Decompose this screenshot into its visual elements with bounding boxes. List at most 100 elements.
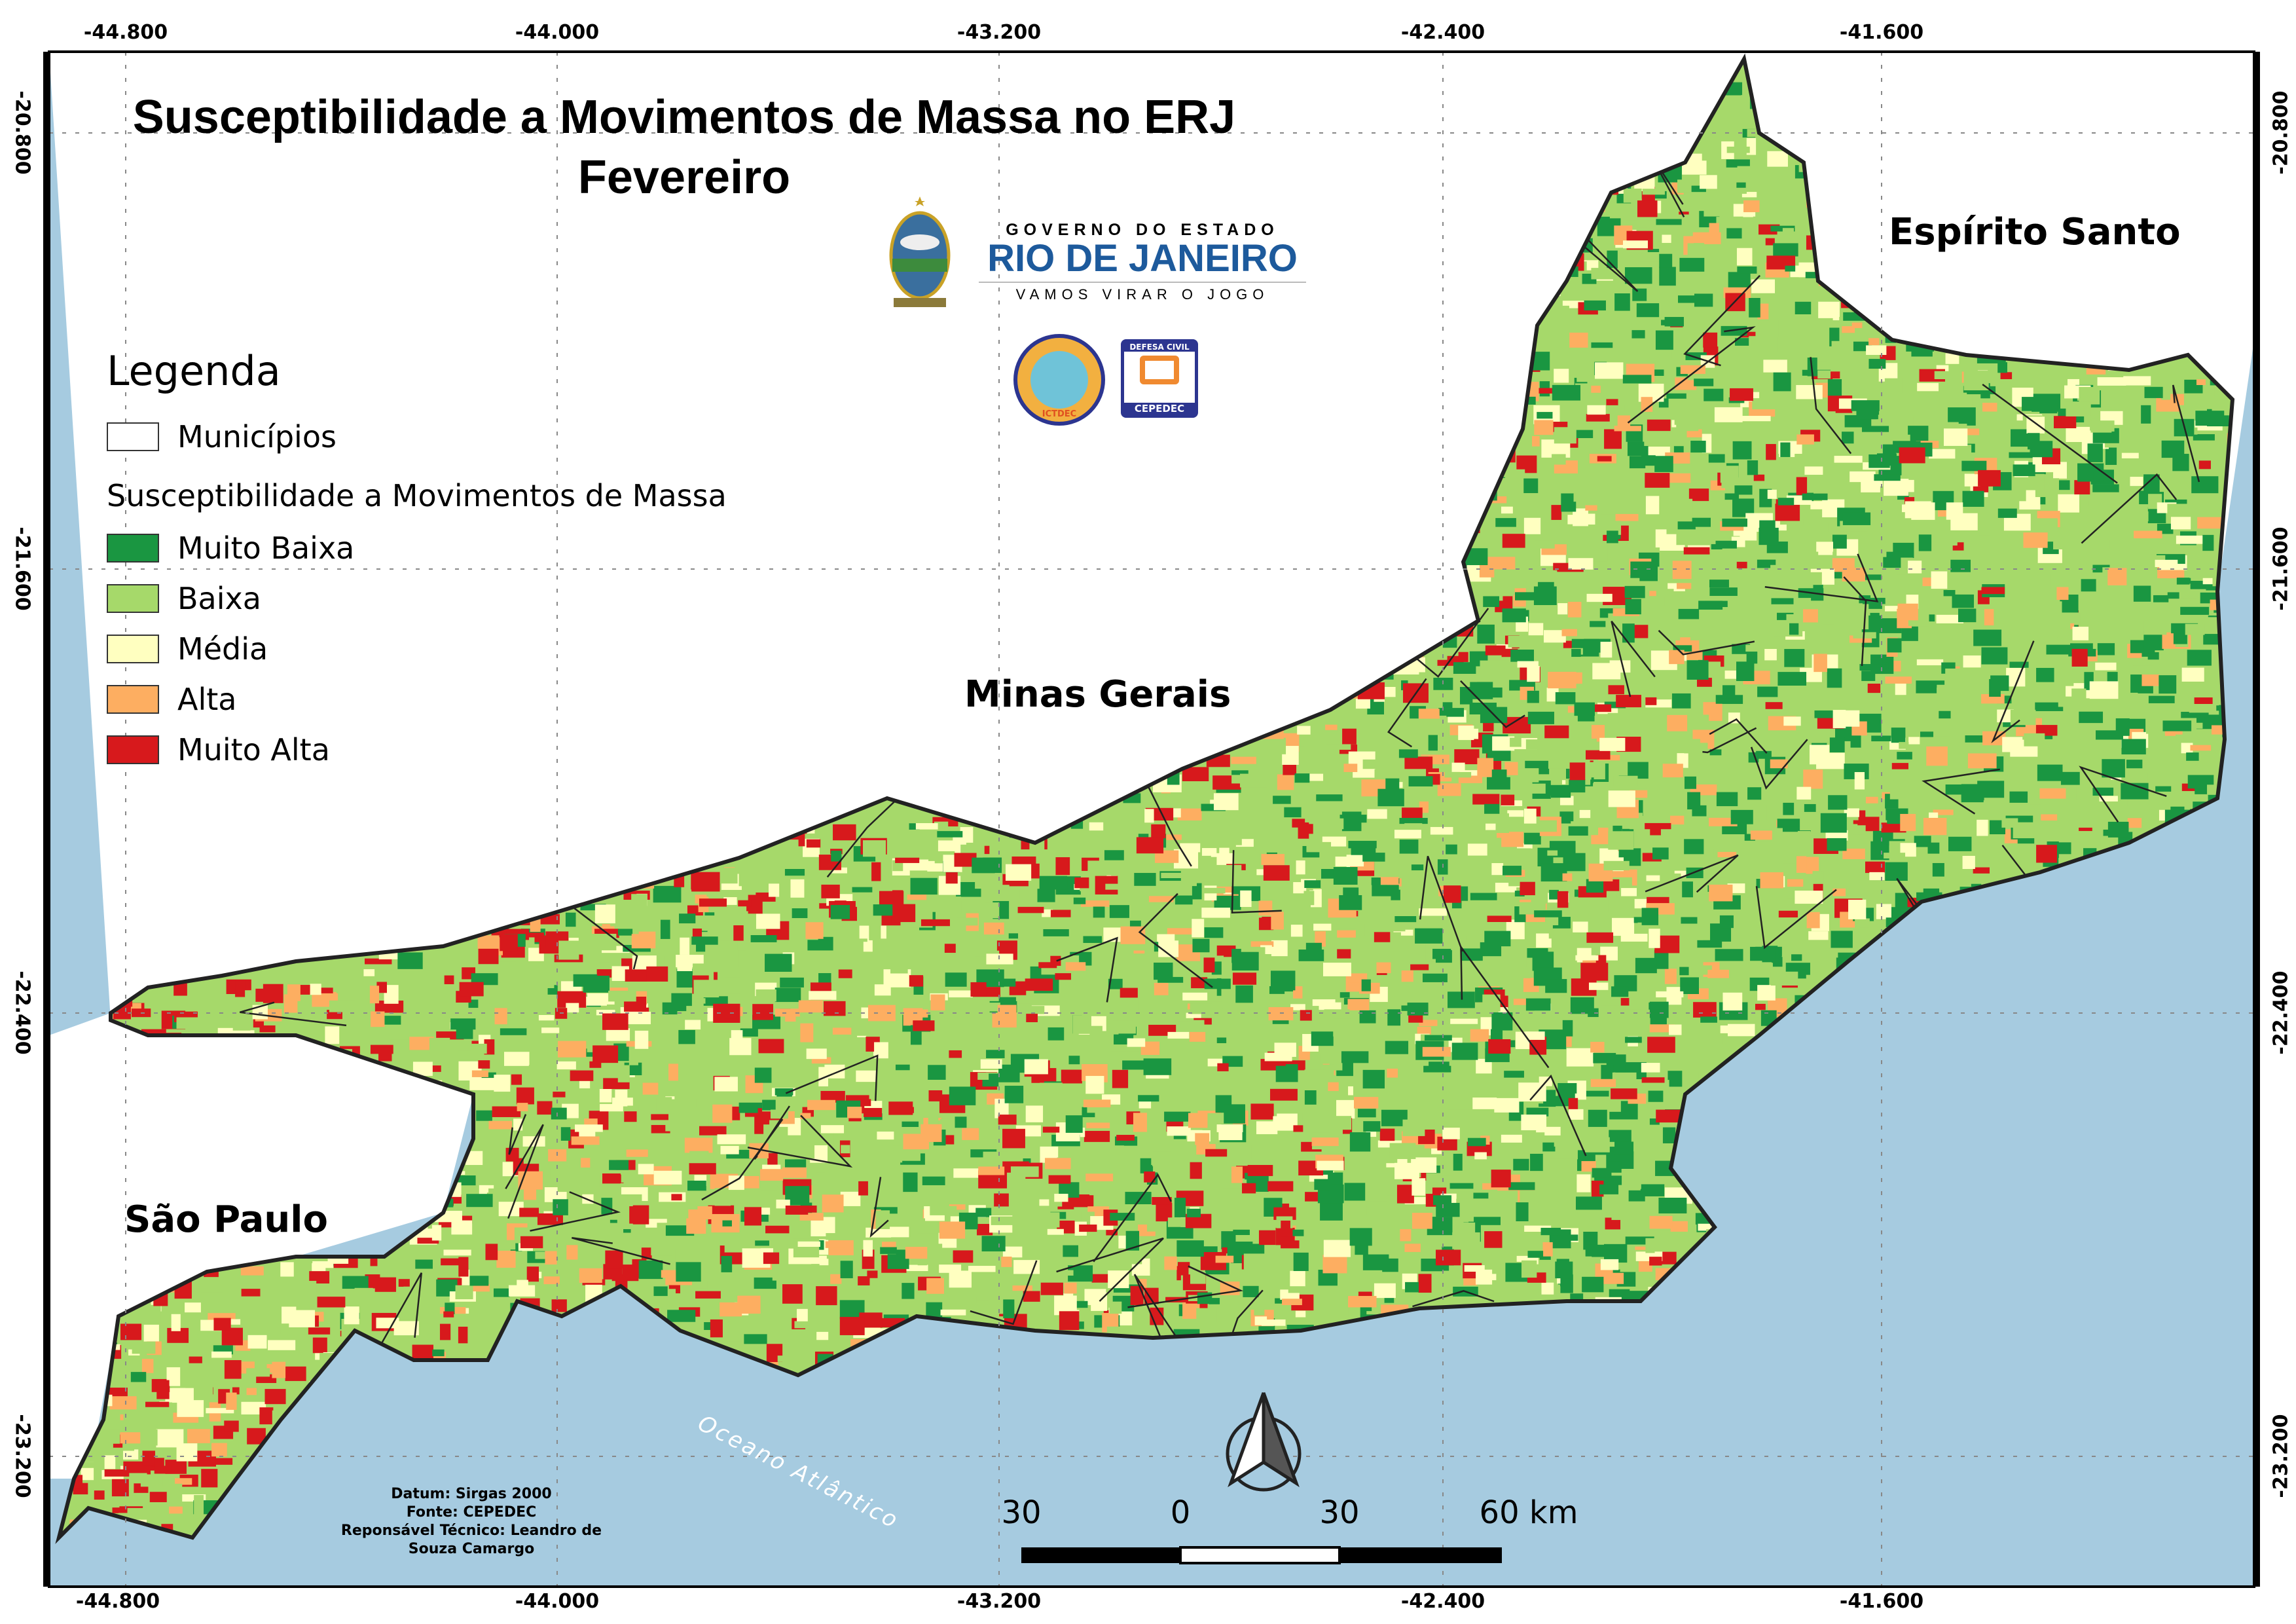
raster-cell [185, 1302, 201, 1313]
raster-cell [774, 987, 801, 1003]
raster-cell [1501, 1134, 1522, 1143]
raster-cell [1140, 1158, 1154, 1173]
raster-cell [2105, 703, 2134, 710]
raster-cell [1569, 332, 1588, 348]
raster-cell [1753, 474, 1765, 481]
raster-cell [840, 1261, 853, 1278]
raster-cell [557, 1185, 577, 1192]
raster-cell [1110, 1022, 1123, 1029]
raster-cell [668, 1063, 678, 1081]
raster-cell [268, 1340, 296, 1350]
raster-cell [415, 1259, 433, 1269]
raster-cell [856, 1070, 877, 1082]
raster-cell [1670, 1221, 1688, 1232]
raster-cell [1399, 818, 1428, 824]
raster-cell [651, 1211, 670, 1219]
raster-cell [280, 1327, 300, 1335]
raster-cell [143, 1324, 159, 1342]
raster-cell [1448, 965, 1470, 978]
raster-cell [832, 1027, 852, 1035]
raster-cell [1320, 1202, 1343, 1221]
raster-cell [676, 1074, 687, 1088]
raster-cell [1566, 1048, 1594, 1067]
raster-cell [1218, 834, 1242, 845]
raster-cell [1615, 513, 1639, 521]
raster-cell [1336, 1099, 1355, 1119]
raster-cell [1981, 647, 2008, 665]
raster-cell [1337, 949, 1351, 959]
raster-cell [902, 1121, 919, 1127]
raster-cell [429, 1037, 450, 1054]
raster-cell [1771, 598, 1794, 604]
raster-cell [1666, 498, 1693, 517]
raster-cell [1175, 895, 1193, 905]
raster-cell [1437, 783, 1461, 796]
raster-cell [740, 1028, 758, 1037]
raster-cell [1997, 362, 2008, 373]
raster-cell [1604, 429, 1622, 449]
raster-cell [1891, 763, 1908, 769]
raster-cell [1962, 855, 1975, 870]
raster-cell [625, 969, 647, 982]
raster-cell [1765, 702, 1783, 709]
raster-cell [2054, 416, 2077, 429]
raster-cell [1829, 737, 1845, 753]
raster-cell [1916, 659, 1944, 665]
raster-cell [1304, 1090, 1317, 1105]
raster-cell [1846, 877, 1872, 896]
raster-cell [2009, 791, 2028, 803]
raster-cell [1466, 936, 1485, 943]
raster-cell [1039, 1199, 1054, 1206]
raster-cell [807, 936, 833, 951]
raster-cell [955, 1116, 967, 1128]
raster-cell [1676, 527, 1698, 545]
raster-cell [1540, 1227, 1561, 1236]
raster-cell [867, 1005, 896, 1022]
raster-cell [1823, 624, 1834, 631]
raster-cell [494, 1008, 507, 1025]
raster-cell [1438, 708, 1465, 717]
raster-cell [939, 1118, 954, 1126]
raster-cell [1217, 1063, 1229, 1071]
raster-cell [1891, 728, 1906, 743]
raster-cell [1422, 973, 1448, 982]
raster-cell [537, 1101, 553, 1115]
raster-cell [821, 884, 840, 898]
raster-cell [2095, 662, 2117, 671]
raster-cell [1704, 388, 1724, 401]
raster-cell [1939, 710, 1951, 719]
raster-cell [695, 915, 720, 931]
raster-cell [478, 1060, 490, 1069]
raster-cell [1613, 1027, 1623, 1033]
raster-cell [2066, 426, 2092, 443]
raster-cell [1394, 830, 1421, 839]
raster-cell [1730, 809, 1753, 824]
raster-cell [1861, 671, 1876, 681]
raster-cell [871, 862, 881, 881]
raster-cell [1127, 1038, 1146, 1047]
raster-cell [1636, 303, 1660, 318]
raster-cell [141, 1359, 154, 1373]
raster-cell [1612, 917, 1635, 936]
raster-cell [1558, 603, 1568, 615]
raster-cell [1277, 774, 1294, 790]
raster-cell [1680, 625, 1705, 640]
raster-cell [1491, 687, 1503, 698]
raster-cell [1652, 369, 1664, 376]
raster-cell [2039, 788, 2066, 799]
raster-cell [2133, 665, 2153, 674]
raster-cell [1964, 473, 1980, 487]
raster-cell [1737, 266, 1757, 274]
raster-cell [2105, 445, 2117, 465]
raster-cell [1428, 731, 1438, 751]
raster-cell [1167, 928, 1194, 935]
raster-cell [1042, 909, 1053, 917]
raster-cell [1978, 535, 1990, 550]
raster-cell [1647, 419, 1671, 432]
raster-cell [926, 1278, 944, 1294]
raster-cell [1662, 234, 1671, 243]
raster-cell [680, 937, 690, 955]
raster-cell [1628, 1189, 1645, 1202]
raster-cell [1250, 1103, 1274, 1120]
